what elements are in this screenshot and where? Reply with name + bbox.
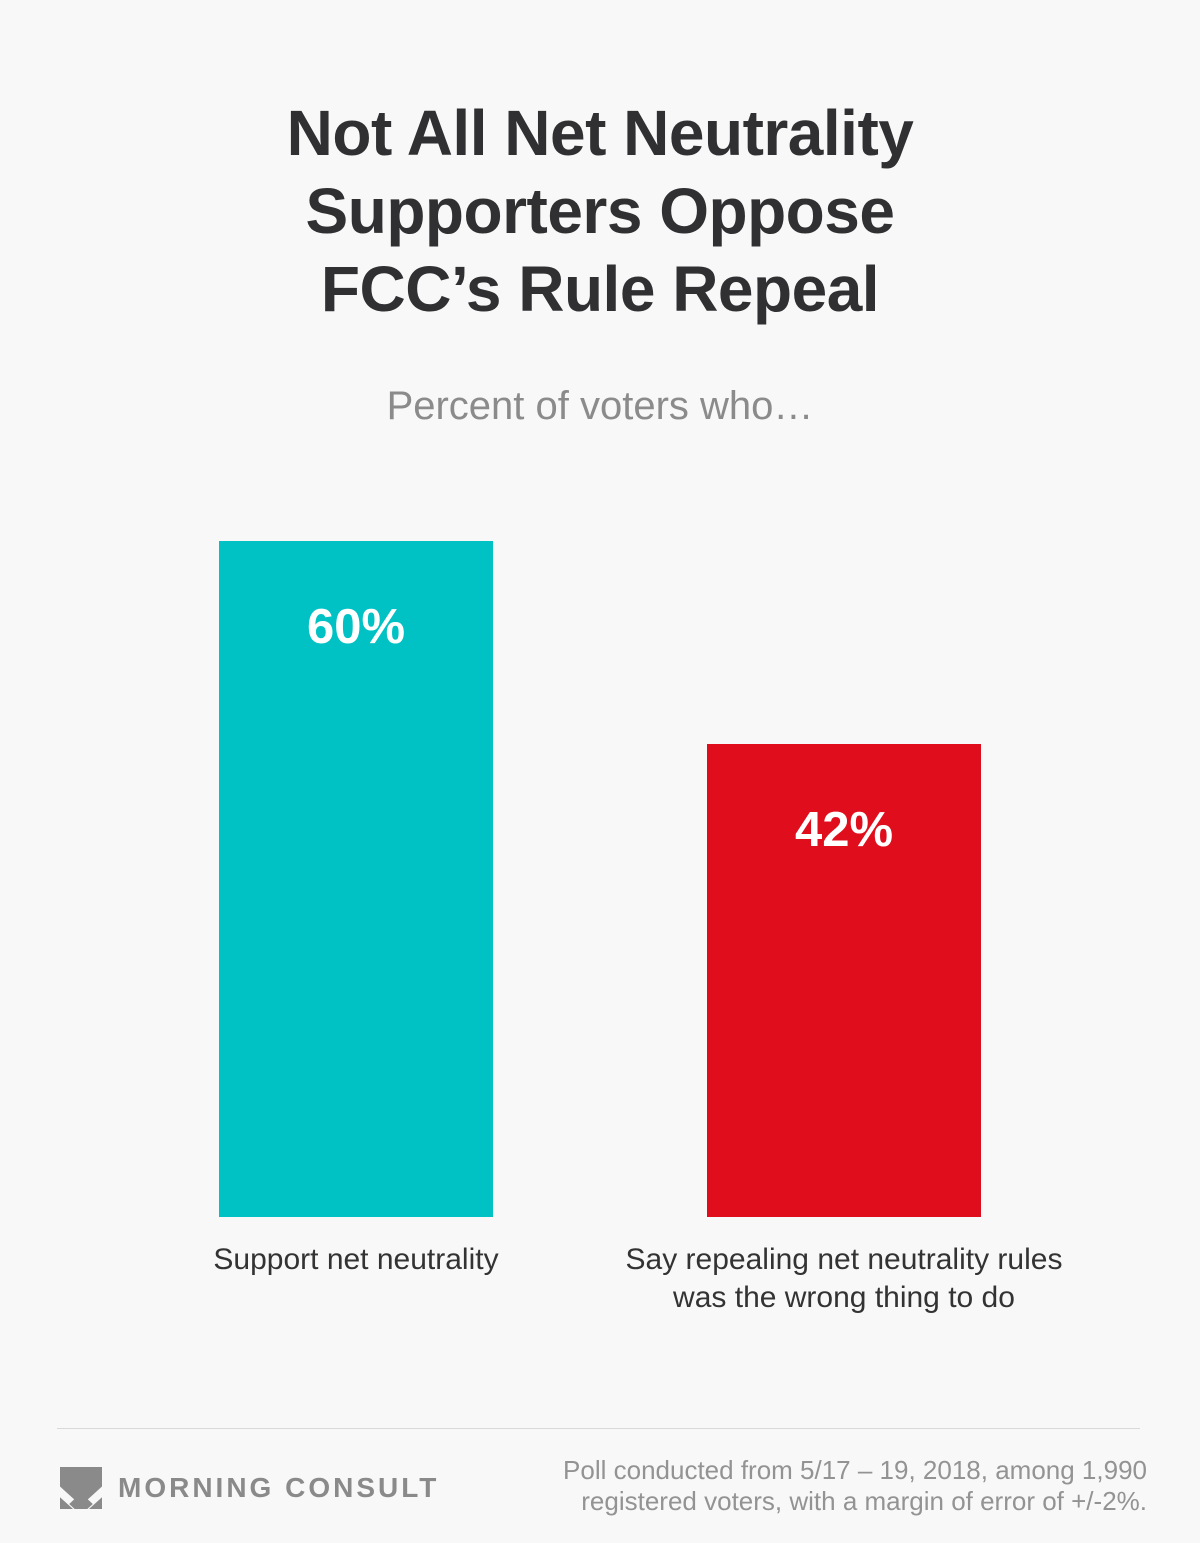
morning-consult-m-icon bbox=[58, 1467, 104, 1509]
chart-title-line-2: Supporters Oppose bbox=[305, 175, 895, 247]
poll-note-line-2: registered voters, with a margin of erro… bbox=[581, 1486, 1147, 1516]
poll-note-line-1: Poll conducted from 5/17 – 19, 2018, amo… bbox=[563, 1455, 1147, 1485]
footer-divider bbox=[57, 1428, 1140, 1429]
bar-value-label: 60% bbox=[306, 600, 406, 654]
category-label-line: Support net neutrality bbox=[213, 1243, 499, 1276]
bar-support-net-neutrality: 60% bbox=[219, 541, 493, 1217]
bar-category-label-support: Support net neutrality bbox=[106, 1241, 606, 1279]
bar-repeal-wrong-thing: 42% bbox=[707, 744, 981, 1217]
bar-category-label-repeal: Say repealing net neutrality rules was t… bbox=[544, 1241, 1144, 1317]
chart-title-line-1: Not All Net Neutrality bbox=[286, 97, 914, 169]
chart-subtitle: Percent of voters who… bbox=[386, 384, 814, 428]
poll-methodology-note: Poll conducted from 5/17 – 19, 2018, amo… bbox=[563, 1455, 1147, 1517]
category-label-line: Say repealing net neutrality rules bbox=[625, 1243, 1063, 1276]
category-label-line: was the wrong thing to do bbox=[673, 1281, 1015, 1314]
morning-consult-logo: MORNING CONSULT bbox=[58, 1466, 439, 1510]
chart-title: Not All Net Neutrality Supporters Oppose… bbox=[0, 94, 1200, 328]
bar-value-label: 42% bbox=[794, 803, 894, 857]
chart-title-line-3: FCC’s Rule Repeal bbox=[320, 253, 880, 325]
morning-consult-logo-text: MORNING CONSULT bbox=[118, 1472, 440, 1503]
